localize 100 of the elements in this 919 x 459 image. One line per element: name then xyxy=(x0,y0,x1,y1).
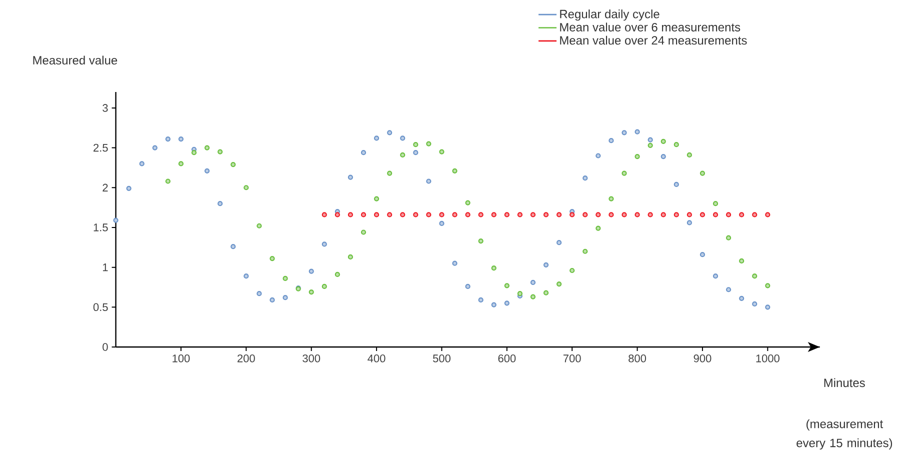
point xyxy=(596,226,601,231)
point xyxy=(752,301,758,307)
x-tick-label: 300 xyxy=(302,354,320,362)
x-axis-title: Minutes xyxy=(824,378,865,388)
point xyxy=(504,283,510,288)
point xyxy=(582,212,588,218)
point xyxy=(608,196,614,202)
legend-label: Mean value over 24 measurements xyxy=(560,36,747,45)
point xyxy=(465,212,470,218)
point xyxy=(752,212,758,218)
point xyxy=(686,220,692,226)
x-tick-label: 500 xyxy=(432,354,450,362)
y-tick-label: 0 xyxy=(102,343,108,351)
point xyxy=(348,254,354,260)
point xyxy=(543,212,549,218)
x-tick-label: 100 xyxy=(172,354,190,362)
point xyxy=(387,170,392,176)
y-tick-label: 2.5 xyxy=(94,144,108,152)
point xyxy=(648,137,653,142)
point xyxy=(596,153,601,158)
point xyxy=(348,212,354,218)
point xyxy=(686,152,692,158)
point xyxy=(570,212,575,218)
x-tick-label: 1000 xyxy=(756,354,780,362)
point xyxy=(504,300,510,306)
point xyxy=(712,212,718,218)
point xyxy=(634,154,640,160)
point xyxy=(739,212,744,218)
point xyxy=(322,284,327,289)
x-tick-label: 600 xyxy=(498,354,516,362)
point xyxy=(765,212,770,218)
point xyxy=(478,212,484,218)
point xyxy=(165,178,170,184)
point xyxy=(230,244,236,250)
point xyxy=(622,170,627,176)
point xyxy=(634,129,640,134)
point xyxy=(426,178,432,184)
x-tick-label: 800 xyxy=(628,354,646,362)
legend-label: Regular daily cycle xyxy=(560,9,660,21)
point xyxy=(282,276,288,282)
point xyxy=(660,212,666,218)
point xyxy=(700,212,706,218)
point xyxy=(634,212,640,218)
point xyxy=(570,268,575,274)
point xyxy=(400,136,406,141)
point xyxy=(374,212,380,218)
point xyxy=(648,212,653,218)
point xyxy=(426,141,432,146)
point xyxy=(491,302,496,308)
point xyxy=(400,212,406,218)
y-tick-label: 1.5 xyxy=(94,224,108,232)
x-tick-label: 200 xyxy=(238,354,255,362)
x-tick-label: 700 xyxy=(563,354,581,362)
point xyxy=(334,212,340,218)
point xyxy=(726,287,732,292)
point xyxy=(348,174,354,180)
point xyxy=(452,212,458,218)
point xyxy=(439,212,444,218)
point xyxy=(413,150,418,156)
point xyxy=(452,260,458,266)
point xyxy=(752,274,758,279)
point xyxy=(596,212,601,218)
point xyxy=(230,162,236,168)
point xyxy=(387,212,392,218)
point xyxy=(608,138,614,144)
point xyxy=(674,142,679,148)
point xyxy=(700,252,706,258)
point xyxy=(139,161,144,166)
point xyxy=(465,284,470,289)
point xyxy=(178,161,184,166)
point xyxy=(739,296,744,301)
x-tick-label: 900 xyxy=(694,354,712,362)
point xyxy=(491,266,496,271)
point xyxy=(478,297,484,303)
y-tick-label: 2 xyxy=(102,184,108,192)
point xyxy=(439,220,444,226)
point xyxy=(282,295,288,300)
point xyxy=(334,272,340,278)
point xyxy=(308,289,314,295)
point xyxy=(660,138,666,144)
point xyxy=(126,186,132,191)
point xyxy=(360,230,366,235)
point xyxy=(700,170,706,176)
point xyxy=(726,235,732,240)
point xyxy=(374,136,380,141)
point xyxy=(530,294,536,300)
point xyxy=(452,168,458,174)
point xyxy=(204,168,210,174)
point xyxy=(204,145,210,150)
point xyxy=(387,130,392,136)
point xyxy=(622,212,627,218)
legend-label: Mean value over 6 measurements xyxy=(560,22,740,32)
point xyxy=(152,145,158,150)
point xyxy=(556,281,562,287)
point xyxy=(765,283,770,288)
point xyxy=(374,196,380,202)
point xyxy=(648,142,653,148)
point xyxy=(400,152,406,158)
point xyxy=(113,218,118,223)
point xyxy=(413,212,418,218)
